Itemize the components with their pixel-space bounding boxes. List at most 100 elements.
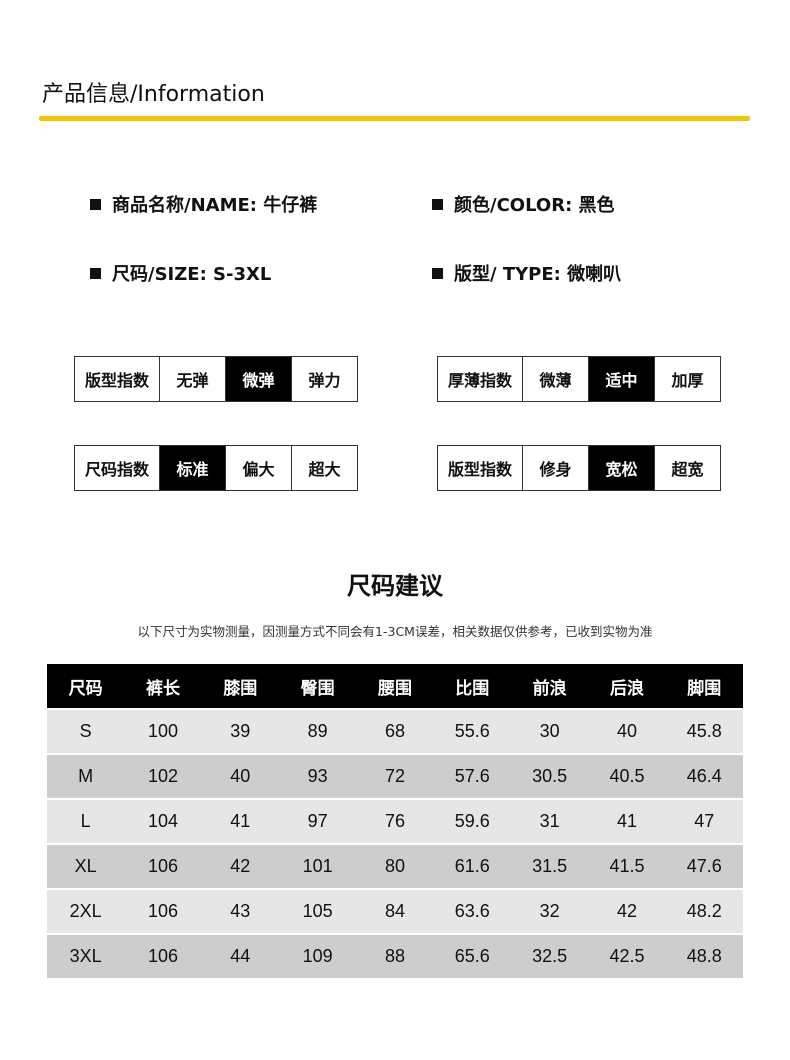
table-cell: 76 — [384, 811, 405, 831]
table-cell: 106 — [147, 901, 179, 921]
table-cell: 61.6 — [454, 856, 490, 876]
table-cell: 68 — [384, 721, 405, 741]
table-cell: S — [79, 721, 92, 741]
table-cell: 80 — [384, 856, 405, 876]
table-cell: L — [80, 811, 91, 831]
table-cell: 3XL — [69, 946, 102, 966]
table-cell: M — [78, 766, 94, 786]
index-option-selected: 微弹 — [225, 357, 291, 401]
table-cell: 32 — [539, 901, 560, 921]
table-cell: 55.6 — [454, 721, 490, 741]
table-row: M 102 40 93 72 57.6 30.5 40.5 46.4 — [47, 755, 743, 798]
table-row: 3XL 106 44 109 88 65.6 32.5 42.5 48.8 — [47, 935, 743, 978]
table-cell: 2XL — [69, 901, 102, 921]
column-header: 前浪 — [532, 678, 567, 699]
bullet-square-icon — [90, 267, 101, 279]
index-option-selected: 宽松 — [588, 446, 654, 490]
size-chart-note: 以下尺寸为实物测量，因测量方式不同会有1-3CM误差，相关数据仅供参考，已收到实… — [137, 624, 653, 639]
spec-type: 版型/ TYPE: 微喇叭 — [432, 260, 621, 286]
index-option: 微薄 — [522, 357, 588, 401]
table-row: S 100 39 89 68 55.6 30 40 45.8 — [47, 710, 743, 753]
column-header: 比围 — [455, 678, 490, 699]
table-cell: 106 — [147, 856, 179, 876]
table-cell: 59.6 — [454, 811, 490, 831]
spec-color: 颜色/COLOR: 黑色 — [432, 191, 615, 217]
bullet-square-icon — [432, 267, 443, 279]
table-cell: 48.8 — [686, 946, 722, 966]
index-label: 版型指数 — [84, 371, 149, 390]
table-cell: 63.6 — [454, 901, 490, 921]
size-chart-title: 尺码建议 — [347, 572, 443, 600]
table-cell: 42 — [616, 901, 637, 921]
table-header-row: 尺码 裤长 膝围 臀围 腰围 比围 前浪 后浪 脚围 — [47, 664, 743, 708]
table-cell: 72 — [384, 766, 405, 786]
index-label: 版型指数 — [447, 460, 512, 479]
table-cell: XL — [74, 856, 97, 876]
table-row: XL 106 42 101 80 61.6 31.5 41.5 47.6 — [47, 845, 743, 888]
table-row: L 104 41 97 76 59.6 31 41 47 — [47, 800, 743, 843]
table-cell: 102 — [147, 766, 179, 786]
table-cell: 48.2 — [686, 901, 722, 921]
bullet-square-icon — [90, 198, 101, 210]
section-title: 产品信息/Information — [42, 82, 265, 107]
column-header: 腰围 — [377, 678, 412, 699]
table-cell: 30 — [539, 721, 560, 741]
index-option-selected: 适中 — [588, 357, 654, 401]
table-cell: 40 — [230, 766, 251, 786]
table-cell: 45.8 — [686, 721, 722, 741]
index-option: 弹力 — [291, 357, 357, 401]
table-cell: 43 — [230, 901, 251, 921]
index-option: 加厚 — [654, 357, 720, 401]
title-underline — [39, 116, 750, 121]
table-cell: 106 — [147, 946, 179, 966]
table-cell: 101 — [302, 856, 333, 876]
table-cell: 42.5 — [609, 946, 645, 966]
table-cell: 40.5 — [609, 766, 645, 786]
spec-type-text: 版型/ TYPE: 微喇叭 — [454, 264, 622, 285]
index-stretch: 版型指数 无弹 微弹 弹力 — [74, 356, 358, 402]
column-header: 后浪 — [609, 678, 644, 699]
size-table: 尺码 裤长 膝围 臀围 腰围 比围 前浪 后浪 脚围 S 100 39 89 68 55.6 30 40 45.8… — [47, 664, 743, 980]
table-cell: 46.4 — [686, 766, 722, 786]
table-cell: 109 — [302, 946, 333, 966]
table-cell: 41.5 — [609, 856, 645, 876]
index-label: 尺码指数 — [84, 460, 149, 479]
table-cell: 84 — [384, 901, 405, 921]
index-label: 厚薄指数 — [447, 371, 512, 390]
table-cell: 65.6 — [454, 946, 490, 966]
table-cell: 88 — [384, 946, 405, 966]
column-header: 尺码 — [68, 678, 103, 699]
table-cell: 44 — [230, 946, 251, 966]
column-header: 脚围 — [687, 678, 722, 699]
column-header: 臀围 — [300, 678, 335, 699]
spec-size-text: 尺码/SIZE: S-3XL — [112, 264, 272, 285]
spec-name: 商品名称/NAME: 牛仔裤 — [90, 191, 317, 217]
table-cell: 30.5 — [532, 766, 568, 786]
index-option: 超宽 — [654, 446, 720, 490]
column-header: 膝围 — [223, 678, 258, 699]
table-cell: 47.6 — [686, 856, 722, 876]
index-option: 超大 — [291, 446, 357, 490]
table-cell: 31 — [539, 811, 560, 831]
table-cell: 42 — [230, 856, 251, 876]
table-cell: 100 — [147, 721, 179, 741]
table-cell: 89 — [307, 721, 328, 741]
table-cell: 93 — [307, 766, 328, 786]
spec-size: 尺码/SIZE: S-3XL — [90, 260, 271, 286]
index-thickness: 厚薄指数 微薄 适中 加厚 — [437, 356, 721, 402]
table-cell: 97 — [307, 811, 328, 831]
bullet-square-icon — [432, 198, 443, 210]
table-cell: 105 — [302, 901, 333, 921]
table-cell: 40 — [616, 721, 637, 741]
table-cell: 41 — [230, 811, 251, 831]
spec-name-text: 商品名称/NAME: 牛仔裤 — [112, 195, 318, 216]
table-cell: 47 — [694, 811, 715, 831]
index-option: 无弹 — [159, 357, 225, 401]
table-cell: 31.5 — [532, 856, 568, 876]
table-cell: 41 — [616, 811, 637, 831]
column-header: 裤长 — [145, 678, 180, 699]
index-size: 尺码指数 标准 偏大 超大 — [74, 445, 358, 491]
index-option: 偏大 — [225, 446, 291, 490]
index-fit: 版型指数 修身 宽松 超宽 — [437, 445, 721, 491]
